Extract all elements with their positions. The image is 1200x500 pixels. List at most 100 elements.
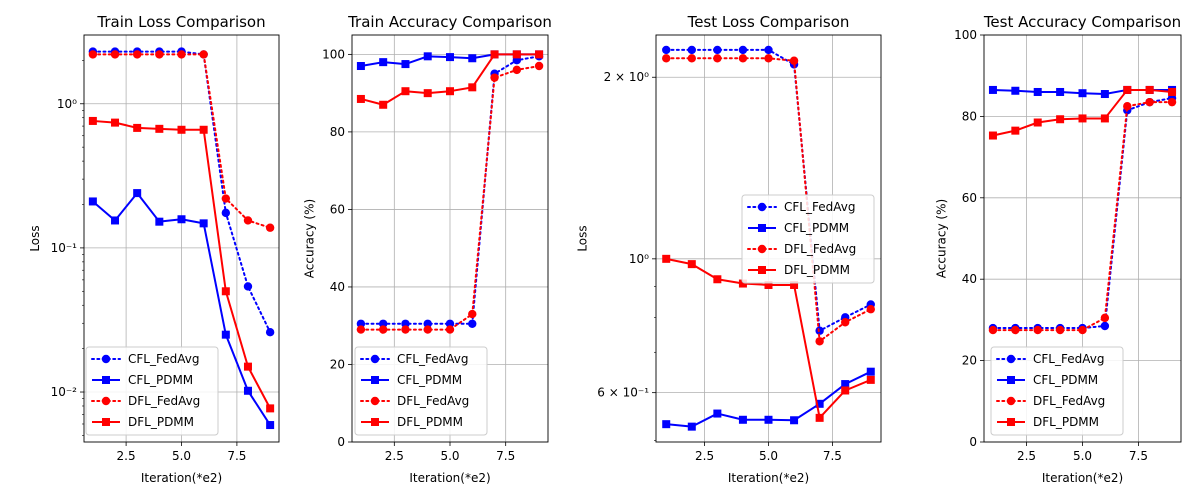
data-point	[534, 61, 544, 71]
y-tick-label: 10⁰	[57, 97, 77, 111]
subplot-2: 2.5 5.0 7.5 0 20 40 60 80 100 Train Accuracy Comp…	[302, 13, 552, 485]
y-tick-label: 10⁻¹	[51, 241, 78, 255]
x-tick-label: 5.0	[1073, 449, 1092, 463]
y-tick-label: 6 × 10⁻¹	[597, 386, 649, 400]
data-point	[199, 219, 208, 228]
data-point	[790, 416, 799, 425]
y-tick-label: 100	[954, 28, 977, 42]
data-point	[221, 287, 230, 296]
legend-label: DFL_FedAvg	[128, 394, 200, 408]
data-point	[687, 54, 696, 63]
data-point	[243, 362, 252, 371]
legend-marker	[1007, 418, 1015, 426]
data-point	[789, 56, 799, 65]
data-point	[243, 282, 253, 291]
data-point	[468, 309, 477, 319]
series-dfl-pdmm	[662, 254, 875, 422]
data-point	[764, 45, 773, 55]
data-point	[221, 208, 231, 218]
legend-label: CFL_PDMM	[784, 221, 849, 235]
legend-box	[990, 346, 1124, 436]
data-point	[713, 409, 722, 418]
y-tick-label: 60	[330, 202, 345, 216]
data-point	[110, 50, 120, 59]
y-tick-label: 60	[962, 191, 977, 205]
y-axis-label: Loss	[575, 225, 589, 251]
data-point	[1123, 85, 1132, 94]
y-tick-label: 2 × 10⁰	[604, 70, 650, 84]
data-point	[815, 337, 824, 346]
data-point	[738, 415, 747, 424]
data-point	[468, 83, 477, 92]
data-point	[1056, 87, 1065, 96]
x-tick-label: 5.0	[440, 449, 459, 463]
subplot-1: 2.5 5.0 7.5 10⁻² 10⁻¹ 10⁰ Train Loss Compariso…	[28, 13, 280, 485]
legend-item: DFL_PDMM	[748, 263, 850, 277]
series-dfl-fedavg	[988, 97, 1177, 335]
data-point	[866, 367, 875, 376]
data-point	[468, 54, 477, 63]
data-point	[1078, 114, 1087, 123]
legend-item: DFL_FedAvg	[91, 394, 200, 408]
legend-label: CFL_FedAvg	[128, 352, 199, 366]
series-dfl-pdmm	[88, 116, 275, 413]
data-point	[1145, 97, 1154, 107]
legend-marker	[371, 418, 379, 426]
data-point	[490, 50, 499, 59]
legend-item: DFL_PDMM	[361, 415, 463, 429]
data-point	[378, 325, 388, 334]
data-point	[243, 216, 253, 225]
data-point	[713, 45, 722, 55]
data-point	[1056, 115, 1065, 124]
legend-label: DFL_FedAvg	[397, 394, 469, 408]
data-point	[490, 73, 499, 82]
legend-marker	[101, 354, 111, 364]
legend-item: CFL_FedAvg	[360, 352, 468, 366]
data-point	[713, 275, 722, 284]
series-cfl-pdmm	[662, 367, 875, 431]
x-tick-label: 2.5	[385, 449, 404, 463]
legend-item: CFL_PDMM	[361, 373, 462, 387]
legend-marker	[102, 418, 110, 426]
data-point	[662, 45, 671, 55]
y-tick-label: 10⁻²	[51, 385, 78, 399]
data-point	[88, 116, 97, 125]
legend-marker	[758, 224, 766, 232]
data-point	[423, 89, 432, 98]
data-point	[535, 50, 544, 59]
x-tick-label: 7.5	[227, 449, 246, 463]
chart-title: Test Accuracy Comparison	[983, 13, 1181, 31]
data-point	[221, 330, 230, 339]
data-point	[1078, 325, 1087, 335]
legend: CFL_FedAvg CFL_PDMM DFL_FedAvg DFL_PDMM	[741, 194, 875, 284]
data-point	[764, 280, 773, 289]
x-tick-label: 2.5	[1017, 449, 1036, 463]
legend-label: DFL_PDMM	[128, 415, 194, 429]
y-axis-label: Loss	[28, 225, 42, 251]
data-point	[356, 62, 365, 71]
legend-item: DFL_PDMM	[997, 415, 1099, 429]
data-point	[738, 45, 748, 55]
legend-box	[85, 346, 219, 436]
data-point	[423, 319, 432, 328]
x-tick-label: 5.0	[759, 449, 778, 463]
x-tick-label: 2.5	[695, 449, 714, 463]
data-point	[1145, 85, 1154, 94]
data-point	[379, 100, 388, 109]
y-tick-label: 0	[337, 435, 345, 449]
x-axis-label: Iteration(*e2)	[409, 471, 490, 485]
data-point	[356, 325, 366, 334]
y-axis-label: Accuracy (%)	[934, 199, 948, 278]
legend-label: CFL_FedAvg	[1033, 352, 1104, 366]
data-point	[815, 413, 824, 422]
legend-item: DFL_FedAvg	[747, 242, 856, 256]
data-point	[512, 65, 522, 75]
legend-label: DFL_FedAvg	[784, 242, 856, 256]
y-tick-label: 40	[962, 272, 977, 286]
y-tick-label: 20	[962, 354, 977, 368]
data-point	[88, 197, 97, 206]
legend-marker	[757, 244, 767, 254]
legend-marker	[1007, 376, 1015, 384]
data-point	[866, 305, 875, 314]
data-point	[401, 60, 410, 69]
